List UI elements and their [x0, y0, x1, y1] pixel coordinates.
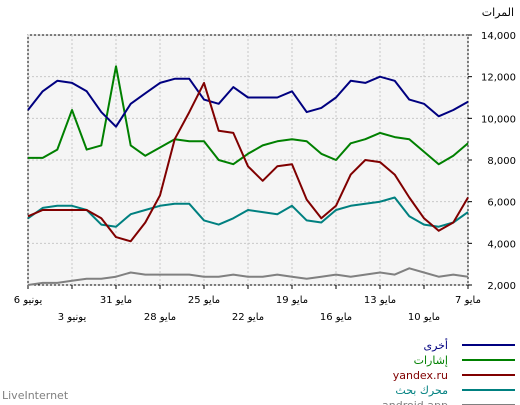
x-tick-label: 19 مايو: [276, 295, 308, 306]
y-tick-label: 14,000: [481, 31, 516, 42]
y-tick-label: 6,000: [487, 198, 516, 209]
x-tick-label: 10 مايو: [408, 312, 440, 323]
y-tick-label: 2,000: [487, 281, 516, 292]
series-lines: [27, 65, 469, 286]
y-tick-label: 4,000: [487, 239, 516, 250]
x-tick-label: 7 مايو: [455, 295, 481, 306]
x-tick-label: 16 مايو: [320, 312, 352, 323]
x-tick-label: 13 مايو: [364, 295, 396, 306]
footer-brand: LiveInternet: [2, 389, 69, 402]
x-tick-label: 3 يونيو: [58, 312, 87, 323]
x-tick-label: 25 مايو: [188, 295, 220, 306]
legend: أخرى إشارات yandex.ru محرك بحث android.app: [382, 338, 515, 405]
y-tick-label: 12,000: [481, 73, 516, 84]
legend-label: android.app: [382, 399, 448, 405]
series-line: [28, 65, 469, 166]
x-tick-label: 28 مايو: [144, 312, 176, 323]
series-line: [27, 81, 469, 243]
series-line: [27, 75, 469, 128]
y-tick-label: 8,000: [487, 156, 516, 167]
legend-label: محرك بحث: [395, 384, 448, 397]
legend-label: أخرى: [423, 338, 448, 352]
y-tick-label: 10,000: [481, 114, 516, 125]
x-tick-label: 22 مايو: [232, 312, 264, 323]
x-tick-label: 31 مايو: [100, 295, 132, 306]
x-axis: 7 مايو 13 مايو 19 مايو 25 مايو 31 مايو 6 يوني…: [14, 285, 481, 323]
legend-label: إشارات: [414, 354, 448, 367]
x-tick-label: 6 يونيو: [14, 295, 43, 306]
series-line: [27, 267, 469, 286]
y-axis: 2,000 4,000 6,000 8,000 10,000 12,000 14,000: [468, 31, 516, 292]
series-line: [27, 196, 469, 228]
legend-label: yandex.ru: [393, 369, 448, 382]
y-axis-label: المرات: [482, 6, 514, 19]
